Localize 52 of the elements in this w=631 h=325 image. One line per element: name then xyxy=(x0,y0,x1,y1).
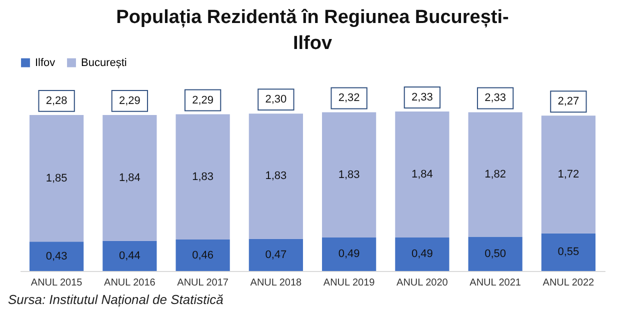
x-tick-label: ANUL 2018 xyxy=(250,278,302,288)
data-label: 1,83 xyxy=(265,170,287,182)
x-tick-label: ANUL 2017 xyxy=(177,278,229,288)
data-label: 1,83 xyxy=(338,168,360,181)
bar xyxy=(468,112,522,237)
x-tick-label: ANUL 2015 xyxy=(30,278,83,288)
bar xyxy=(395,237,450,271)
bar xyxy=(322,112,376,238)
legend-label: București xyxy=(81,56,127,69)
bar xyxy=(176,114,230,240)
total-label: 2,33 xyxy=(411,92,433,104)
data-label: 1,85 xyxy=(46,172,68,184)
data-label: 0,43 xyxy=(46,250,68,262)
legend-label: Ilfov xyxy=(35,56,56,69)
total-label: 2,27 xyxy=(558,96,580,108)
chart-title: Populația Rezidentă în Regiunea București-Ilfov xyxy=(116,7,509,54)
bar xyxy=(102,240,157,271)
total-label: 2,29 xyxy=(118,94,140,107)
data-label: 1,72 xyxy=(558,168,580,180)
data-label: 0,49 xyxy=(338,248,360,260)
bar xyxy=(322,237,376,271)
bar xyxy=(395,112,450,238)
x-tick-label: ANUL 2022 xyxy=(542,278,595,288)
data-label: 0,49 xyxy=(411,248,433,260)
bar xyxy=(248,114,303,239)
bar xyxy=(541,116,596,234)
bar xyxy=(468,236,522,271)
data-label: 0,50 xyxy=(484,248,506,260)
bar xyxy=(30,242,84,271)
total-label: 2,30 xyxy=(265,94,287,106)
bar xyxy=(176,240,230,271)
text: Sursa: Institutul Național de Statistică xyxy=(8,292,224,307)
x-tick-label: ANUL 2016 xyxy=(104,278,156,288)
bar xyxy=(541,233,596,271)
x-tick-label: ANUL 2019 xyxy=(323,278,376,288)
data-label: 1,83 xyxy=(192,170,214,183)
data-label: 1,82 xyxy=(484,168,506,180)
data-label: 1,84 xyxy=(118,172,140,184)
bar xyxy=(102,114,157,241)
x-tick-label: ANUL 2021 xyxy=(470,278,522,288)
bar xyxy=(30,114,84,242)
total-label: 2,33 xyxy=(484,92,506,104)
total-label: 2,29 xyxy=(192,94,214,106)
data-label: 0,55 xyxy=(558,246,580,258)
data-label: 0,47 xyxy=(265,248,287,261)
bar xyxy=(248,238,303,271)
x-tick-label: ANUL 2020 xyxy=(396,278,448,288)
data-label: 0,46 xyxy=(192,249,214,262)
total-label: 2,32 xyxy=(338,92,360,104)
data-label: 0,44 xyxy=(118,250,140,262)
data-label: 1,84 xyxy=(411,168,433,180)
total-label: 2,28 xyxy=(46,94,68,107)
